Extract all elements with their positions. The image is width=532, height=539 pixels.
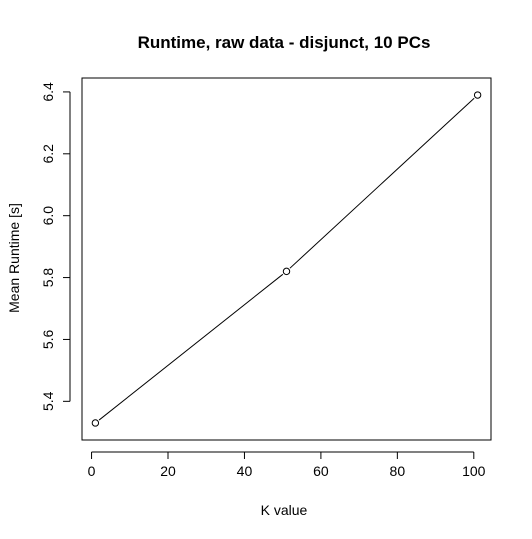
series-layer	[91, 91, 482, 427]
x-axis-label: K value	[261, 502, 308, 518]
y-axis-label: Mean Runtime [s]	[6, 203, 22, 313]
series-line-segment	[98, 273, 284, 421]
x-tick-label: 80	[390, 463, 406, 479]
data-point	[91, 419, 100, 427]
data-point	[282, 267, 291, 276]
y-tick-label: 6.4	[40, 82, 56, 102]
y-tick-label: 5.6	[40, 330, 56, 350]
x-tick-label: 40	[237, 463, 253, 479]
y-tick-label: 5.8	[40, 268, 56, 288]
x-axis: 0 20 40 60 80 100	[88, 451, 486, 479]
plot-frame	[81, 77, 492, 441]
y-tick-label: 6.2	[40, 144, 56, 164]
x-tick-label: 20	[160, 463, 176, 479]
chart-title: Runtime, raw data - disjunct, 10 PCs	[138, 33, 431, 52]
series-line-segment	[289, 97, 475, 269]
y-tick-label: 6.0	[40, 206, 56, 226]
y-tick-label: 5.4	[40, 391, 56, 411]
data-point	[473, 91, 482, 99]
x-tick-label: 0	[88, 463, 96, 479]
x-tick-label: 100	[462, 463, 486, 479]
x-tick-label: 60	[313, 463, 329, 479]
y-axis: 5.4 5.6 5.8 6.0 6.2 6.4	[40, 82, 71, 411]
